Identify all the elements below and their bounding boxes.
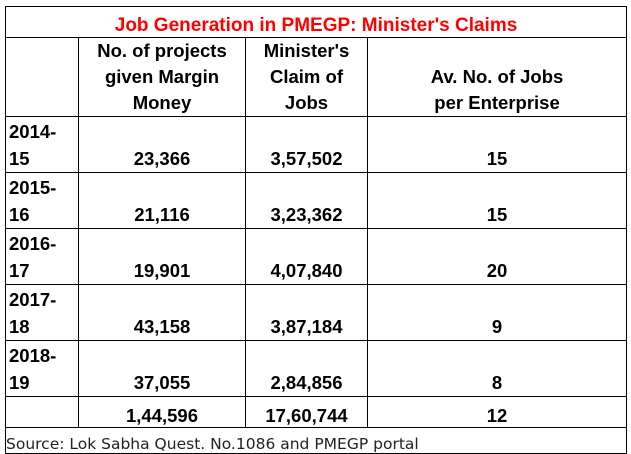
header-line: Claim of	[270, 66, 343, 87]
header-line: Money	[132, 92, 192, 113]
header-line: No. of projects	[97, 40, 227, 61]
total-claim: 17,60,744	[245, 396, 368, 428]
job-generation-table: Job Generation in PMEGP: Minister's Clai…	[4, 6, 628, 454]
header-row: No. of projects given Margin Money Minis…	[5, 37, 628, 117]
table-row: 2014- 15 23,366 3,57,502 15	[5, 116, 628, 173]
header-year	[5, 37, 79, 117]
total-row: 1,44,596 17,60,744 12	[5, 396, 628, 428]
avg-cell: 15	[366, 172, 628, 229]
header-claim: Minister's Claim of Jobs	[245, 37, 368, 117]
avg-cell: 15	[366, 116, 628, 173]
header-avg: Av. No. of Jobs per Enterprise	[366, 37, 628, 117]
avg-cell: 9	[366, 284, 628, 341]
claim-cell: 4,07,840	[245, 228, 368, 285]
year-cell: 2015- 16	[5, 172, 79, 229]
claim-cell: 3,23,362	[245, 172, 368, 229]
total-projects: 1,44,596	[78, 396, 246, 428]
table-row: 2017- 18 43,158 3,87,184 9	[5, 284, 628, 341]
total-avg: 12	[366, 396, 628, 428]
table-row: 2018- 19 37,055 2,84,856 8	[5, 340, 628, 397]
year-cell: 2016- 17	[5, 228, 79, 285]
table-title: Job Generation in PMEGP: Minister's Clai…	[4, 6, 628, 38]
table-title-row: Job Generation in PMEGP: Minister's Clai…	[4, 6, 628, 38]
projects-cell: 23,366	[78, 116, 246, 173]
header-line: per Enterprise	[434, 92, 560, 113]
year-cell: 2017- 18	[5, 284, 79, 341]
year-cell: 2018- 19	[5, 340, 79, 397]
table-row: 2016- 17 19,901 4,07,840 20	[5, 228, 628, 285]
year-cell: 2014- 15	[5, 116, 79, 173]
projects-cell: 21,116	[78, 172, 246, 229]
header-line: Minister's	[263, 40, 350, 61]
header-line: Jobs	[284, 92, 329, 113]
claim-cell: 2,84,856	[245, 340, 368, 397]
claim-cell: 3,57,502	[245, 116, 368, 173]
source-note: Source: Lok Sabha Quest. No.1086 and PME…	[4, 427, 628, 454]
table-row: 2015- 16 21,116 3,23,362 15	[5, 172, 628, 229]
header-line: Av. No. of Jobs	[430, 66, 564, 87]
avg-cell: 20	[366, 228, 628, 285]
header-line: given Margin	[104, 66, 220, 87]
projects-cell: 43,158	[78, 284, 246, 341]
total-label	[5, 396, 79, 428]
source-row: Source: Lok Sabha Quest. No.1086 and PME…	[4, 427, 628, 454]
avg-cell: 8	[366, 340, 628, 397]
projects-cell: 19,901	[78, 228, 246, 285]
header-projects: No. of projects given Margin Money	[78, 37, 246, 117]
projects-cell: 37,055	[78, 340, 246, 397]
claim-cell: 3,87,184	[245, 284, 368, 341]
